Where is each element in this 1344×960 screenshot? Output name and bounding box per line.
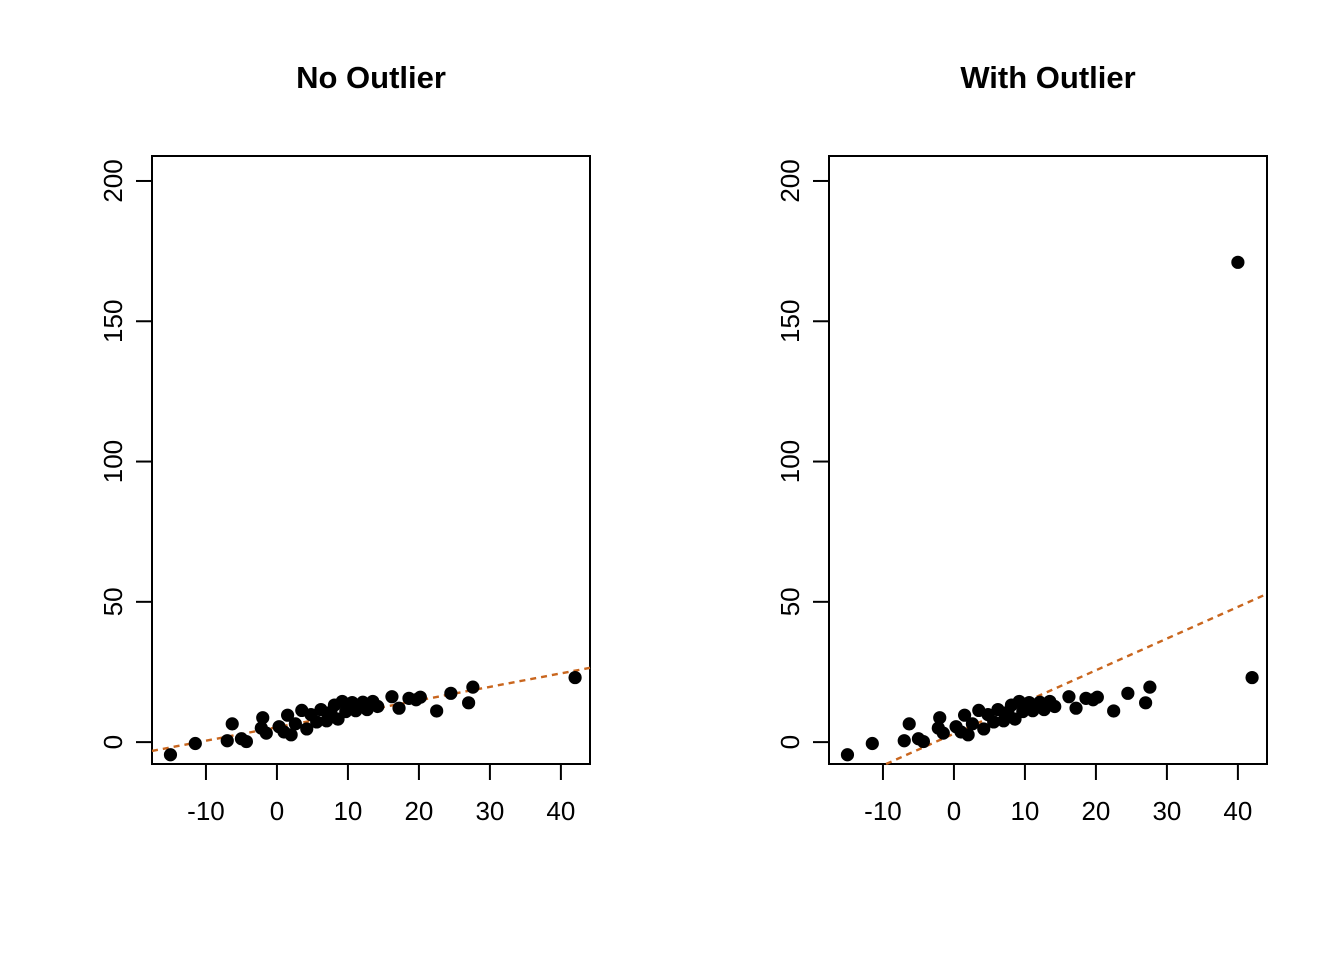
y-tick-label: 50 [98,587,128,616]
data-point [413,690,427,704]
y-tick-label: 100 [98,440,128,483]
data-point [256,711,270,725]
plot-area-no-outlier: -10 0 10 20 30 40 0 50 100 150 200 [98,155,591,826]
data-points [840,255,1259,762]
x-tick-label: 10 [333,796,362,826]
data-point [225,717,239,731]
data-point [466,680,480,694]
data-point [188,736,202,751]
data-point [916,734,931,749]
data-point [310,715,324,729]
x-tick-label: 20 [1081,796,1110,826]
data-point [1069,701,1083,715]
x-tick-label: 30 [475,796,504,826]
x-tick-label: 20 [404,796,433,826]
data-point [840,748,855,762]
data-point [430,704,444,718]
y-tick-label: 150 [775,300,805,343]
data-point [239,734,254,749]
data-point [568,670,582,685]
regression-line [885,592,1268,766]
data-points [163,670,582,762]
x-tick-label: 30 [1152,796,1181,826]
data-point [444,686,458,700]
data-point [385,690,399,704]
x-tick-label: 40 [546,796,575,826]
data-point [1139,696,1153,710]
data-point [371,699,385,714]
plot-with-outlier: With Outlier -10 0 10 20 30 40 0 50 100 150 200 [775,60,1268,826]
y-tick-label: 150 [98,300,128,343]
data-point [280,708,295,722]
data-point [865,736,879,751]
data-point [259,726,273,740]
y-tick-label: 200 [775,159,805,202]
data-point [1048,699,1062,714]
data-point [300,722,314,736]
data-point [961,728,975,742]
plot-no-outlier: No Outlier -10 0 10 20 30 40 0 50 100 150 200 [98,60,591,826]
data-point [902,717,916,731]
x-tick-label: -10 [864,796,902,826]
data-point [1231,255,1245,269]
data-point [462,696,476,710]
data-point [284,728,298,742]
y-tick-label: 200 [98,159,128,202]
plot-box [828,155,1268,765]
data-point [977,722,991,736]
data-point [1062,690,1076,704]
x-tick-label: -10 [187,796,225,826]
plot-area-with-outlier: -10 0 10 20 30 40 0 50 100 150 200 [775,155,1268,826]
plot-title-no-outlier: No Outlier [296,60,446,95]
y-tick-label: 50 [775,587,805,616]
x-tick-label: 10 [1010,796,1039,826]
x-tick-label: 0 [947,796,961,826]
data-point [288,717,302,731]
data-point [314,702,328,717]
y-tick-label: 100 [775,440,805,483]
data-point [1121,686,1135,700]
y-tick-label: 0 [775,735,805,749]
data-point [965,717,979,731]
data-point [936,726,950,740]
y-tick-label: 0 [98,735,128,749]
data-point [987,715,1001,729]
data-point [957,708,972,722]
data-point [1143,680,1157,694]
data-point [220,734,234,748]
data-point [392,701,406,715]
data-point [163,748,178,762]
x-tick-label: 40 [1223,796,1252,826]
data-point [1107,704,1121,718]
data-point [991,702,1005,717]
data-point [933,711,947,725]
data-point [1090,690,1104,704]
plot-box [151,155,591,765]
x-tick-label: 0 [270,796,284,826]
plot-title-with-outlier: With Outlier [960,60,1135,95]
data-point [1245,670,1259,685]
data-point [897,734,911,748]
